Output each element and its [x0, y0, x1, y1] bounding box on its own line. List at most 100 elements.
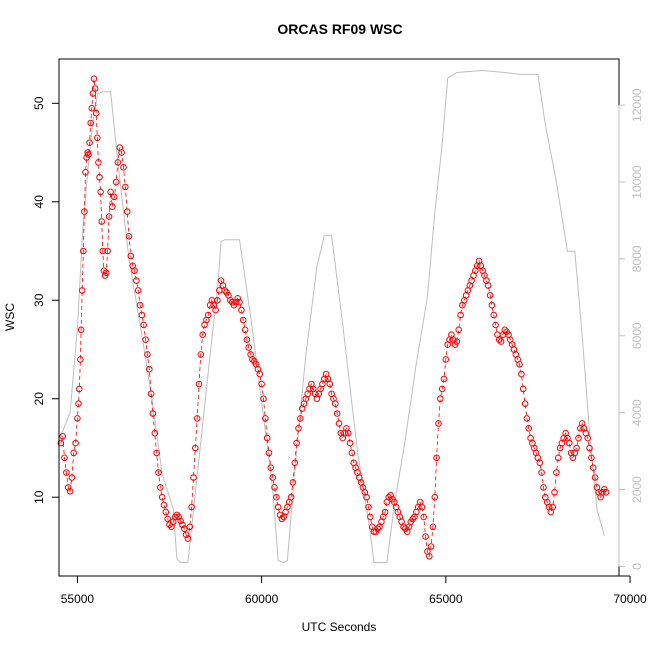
data-point	[437, 395, 444, 403]
data-point	[98, 218, 105, 225]
data-point	[385, 493, 393, 501]
data-point	[381, 508, 389, 516]
data-point	[245, 344, 252, 351]
data-point	[80, 247, 87, 255]
data-point	[435, 420, 442, 427]
data-point	[409, 515, 417, 523]
data-point	[195, 380, 203, 388]
data-point	[492, 321, 499, 329]
data-point	[109, 203, 116, 210]
data-point	[72, 439, 79, 447]
data-point	[82, 168, 89, 176]
data-point	[131, 267, 138, 275]
data-point	[123, 208, 131, 215]
data-point	[164, 515, 171, 523]
data-point	[332, 400, 339, 408]
data-point	[151, 429, 159, 437]
data-point	[573, 444, 580, 452]
data-point	[490, 311, 498, 319]
data-point	[588, 454, 595, 462]
data-point	[486, 292, 494, 299]
y2-tick-label: 4000	[630, 399, 644, 426]
data-point	[260, 395, 267, 403]
data-point	[153, 449, 160, 457]
data-point	[591, 474, 599, 481]
data-point	[333, 410, 341, 417]
data-point	[293, 439, 300, 447]
data-point	[57, 439, 65, 447]
x-tick-label: 55000	[61, 592, 95, 606]
data-point	[287, 493, 295, 501]
data-point	[297, 415, 304, 422]
data-point	[429, 523, 437, 531]
data-point	[90, 75, 98, 82]
data-point	[157, 484, 164, 491]
data-point	[363, 493, 370, 501]
y-tick-label: 40	[32, 195, 46, 209]
data-point	[453, 338, 461, 345]
data-point	[427, 543, 435, 550]
data-point	[158, 493, 166, 501]
data-point	[374, 525, 382, 533]
data-point	[186, 523, 194, 531]
data-point	[155, 469, 162, 476]
data-point	[262, 415, 269, 422]
data-point	[63, 469, 70, 476]
data-point	[525, 425, 533, 432]
data-point	[269, 474, 277, 481]
data-point	[420, 513, 428, 521]
data-point	[551, 489, 558, 496]
data-point	[426, 553, 433, 560]
data-point	[181, 525, 188, 533]
data-point	[146, 365, 153, 373]
data-point	[566, 439, 573, 447]
data-point	[76, 385, 83, 393]
data-point	[496, 336, 503, 344]
data-point	[91, 85, 99, 92]
data-point	[236, 298, 243, 306]
data-point	[140, 321, 147, 329]
data-point	[134, 287, 142, 294]
data-point	[61, 454, 68, 462]
chart-title: ORCAS RF09 WSC	[277, 21, 402, 37]
data-point	[291, 459, 299, 467]
data-point	[271, 484, 278, 491]
data-point	[68, 474, 76, 481]
x-axis-label: UTC Seconds	[302, 620, 377, 634]
data-point	[96, 173, 103, 181]
data-point	[256, 370, 264, 378]
data-point	[104, 247, 111, 255]
data-point	[263, 434, 271, 442]
data-point	[70, 449, 77, 457]
data-point	[125, 233, 133, 240]
data-point	[142, 336, 149, 344]
data-point	[77, 326, 85, 334]
data-point	[97, 188, 104, 196]
data-point	[602, 489, 610, 496]
data-point	[99, 247, 107, 255]
data-point	[114, 159, 122, 166]
data-point	[127, 252, 135, 260]
y2-tick-label: 8000	[630, 245, 644, 272]
data-point	[243, 336, 251, 344]
x-tick-label: 70000	[613, 592, 647, 606]
data-point	[549, 503, 557, 511]
data-point	[149, 410, 157, 417]
data-point	[193, 415, 201, 422]
data-point	[92, 109, 100, 117]
x-tick-label: 65000	[429, 592, 463, 606]
data-point	[516, 361, 523, 368]
data-point	[184, 535, 192, 542]
data-point	[335, 420, 343, 427]
data-point	[289, 479, 297, 486]
data-point	[387, 491, 394, 499]
data-point	[418, 503, 426, 511]
data-point	[120, 164, 127, 171]
data-point	[241, 326, 249, 334]
data-point	[267, 464, 275, 472]
data-point	[59, 432, 67, 440]
data-point	[86, 139, 93, 146]
y-axis-label: WSC	[3, 303, 17, 331]
data-point	[78, 287, 86, 294]
